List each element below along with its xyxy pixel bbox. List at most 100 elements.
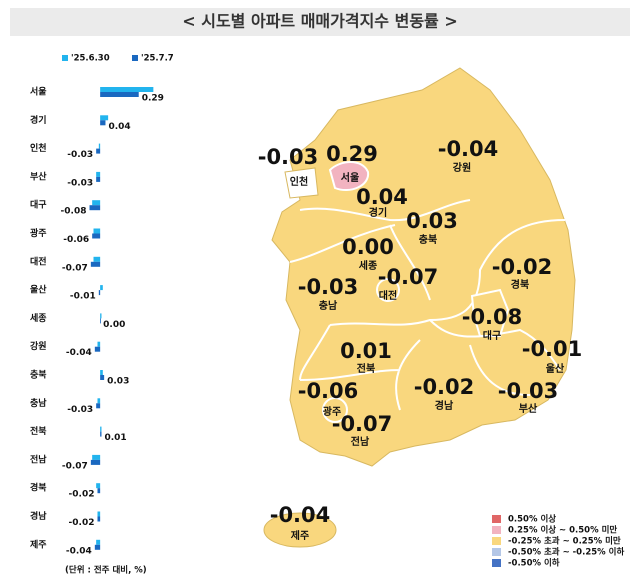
map-region: 울산 <box>546 362 565 375</box>
y-tick-label: 전북 <box>30 425 47 437</box>
bar <box>100 115 109 121</box>
bar <box>100 92 139 97</box>
map-value: -0.02 <box>492 255 553 279</box>
map-region: 경북 <box>511 278 529 291</box>
value-label: 0.04 <box>108 122 130 132</box>
map-value: -0.03 <box>298 275 359 299</box>
map-value: -0.01 <box>522 337 583 361</box>
map-region: 대구 <box>483 329 501 342</box>
bar <box>96 483 101 489</box>
map-region: 제주 <box>291 529 309 542</box>
y-tick-label: 울산 <box>30 284 47 296</box>
y-tick-label: 경북 <box>30 482 47 494</box>
map-value: -0.03 <box>498 379 559 403</box>
bar <box>96 148 101 154</box>
bar <box>97 516 101 522</box>
y-tick-label: 인천 <box>30 143 47 154</box>
unit-note: (단위 : 전주 대비, %) <box>65 565 147 575</box>
bar <box>94 346 101 352</box>
y-tick-label: 서울 <box>30 86 47 98</box>
bar <box>92 454 101 460</box>
map-legend-swatch <box>492 537 501 545</box>
map-region: 부산 <box>519 402 538 415</box>
y-tick-label: 전남 <box>30 453 47 465</box>
map-region: 광주 <box>323 406 341 418</box>
value-label: -0.02 <box>69 518 95 528</box>
map-region: 경남 <box>435 399 454 412</box>
y-tick-label: 제주 <box>30 538 47 550</box>
map-legend-swatch <box>492 548 501 556</box>
value-label: -0.06 <box>63 235 89 245</box>
value-label: -0.03 <box>67 150 93 160</box>
map-region: 세종 <box>359 259 377 272</box>
map-value: 0.01 <box>340 339 392 363</box>
bar <box>100 426 102 432</box>
map-legend-label: -0.25% 초과 ~ 0.25% 미만 <box>508 536 621 547</box>
y-tick-label: 대구 <box>30 199 47 211</box>
bar <box>97 511 101 517</box>
map-value: -0.07 <box>378 265 439 289</box>
map-value: 0.29 <box>326 142 378 166</box>
bar <box>97 398 101 404</box>
bar <box>100 370 103 375</box>
bar <box>98 290 101 296</box>
bar <box>100 87 154 92</box>
map-legend-label: 0.25% 이상 ~ 0.50% 미만 <box>508 525 617 536</box>
y-tick-label: 충남 <box>30 397 47 409</box>
y-tick-label: 경기 <box>30 114 47 126</box>
map-region: 전북 <box>357 362 375 375</box>
map-legend-swatch <box>492 515 501 523</box>
value-label: 0.29 <box>142 94 164 104</box>
bar <box>100 375 105 380</box>
bar <box>92 233 101 239</box>
value-label: 0.01 <box>104 433 126 443</box>
map-value: -0.06 <box>298 379 359 403</box>
bar <box>90 261 101 267</box>
map-region: 충북 <box>419 233 437 246</box>
bar <box>97 488 101 494</box>
y-tick-label: 강원 <box>30 340 47 352</box>
map-value: 0.03 <box>406 209 458 233</box>
bar <box>93 256 101 262</box>
value-label: -0.04 <box>66 348 92 358</box>
bar <box>93 228 101 234</box>
legend-swatch <box>62 55 68 61</box>
value-label: -0.04 <box>66 546 92 556</box>
bar <box>97 341 101 347</box>
bar <box>96 176 101 182</box>
bar <box>100 285 103 291</box>
map <box>263 67 576 548</box>
bar <box>92 200 101 206</box>
value-label: 0.00 <box>103 320 125 330</box>
value-label: -0.07 <box>62 461 88 471</box>
map-value: -0.03 <box>258 145 319 169</box>
y-tick-label: 광주 <box>30 227 47 239</box>
bar <box>100 313 102 319</box>
map-region: 경기 <box>369 206 387 219</box>
y-tick-label: 대전 <box>30 255 47 267</box>
map-value: -0.02 <box>414 375 475 399</box>
value-label: -0.03 <box>67 405 93 415</box>
chart-title: < 시도별 아파트 매매가격지수 변동률 > <box>182 12 457 31</box>
map-region: 서울 <box>341 171 359 184</box>
map-value: -0.04 <box>270 503 331 527</box>
map-value: 0.00 <box>342 235 394 259</box>
legend-label: '25.6.30 <box>71 54 110 64</box>
bar <box>96 171 101 177</box>
map-value: 0.04 <box>356 185 408 209</box>
y-tick-label: 경남 <box>30 510 47 522</box>
value-label: -0.01 <box>70 292 96 302</box>
legend-swatch <box>132 55 138 61</box>
bar <box>96 539 101 545</box>
map-region: 대전 <box>379 289 397 302</box>
map-region: 강원 <box>453 161 471 174</box>
bar <box>94 544 101 550</box>
title-bar <box>10 8 630 36</box>
map-region: 전남 <box>351 435 370 448</box>
map-value: -0.07 <box>332 412 393 436</box>
map-legend-swatch <box>492 526 501 534</box>
bar <box>89 205 101 211</box>
map-legend-label: -0.50% 이하 <box>508 558 560 569</box>
bar <box>100 431 102 437</box>
